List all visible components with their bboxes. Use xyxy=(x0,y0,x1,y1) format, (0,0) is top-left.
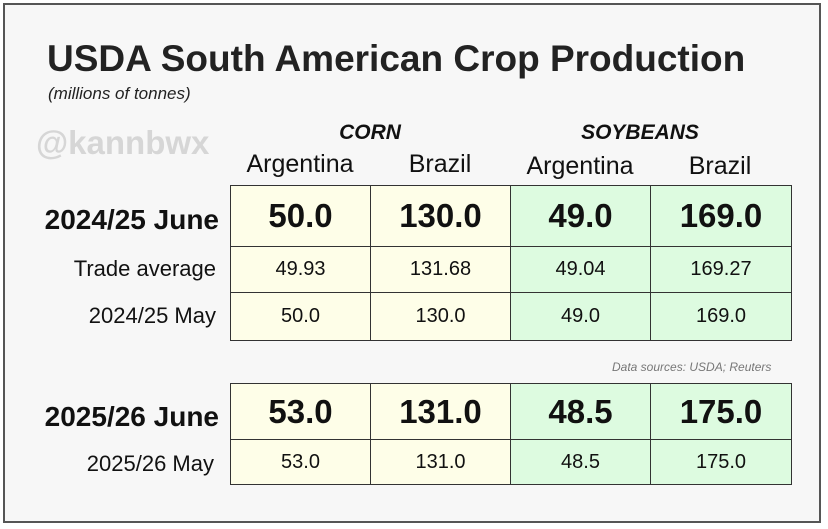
page-title: USDA South American Crop Production xyxy=(47,38,746,79)
table-cell: 53.0 xyxy=(230,383,371,440)
table-cell: 49.0 xyxy=(510,185,651,247)
column-header-soy-brazil: Brazil xyxy=(688,152,752,180)
table-cell: 131.68 xyxy=(370,246,511,293)
table-cell: 130.0 xyxy=(370,185,511,247)
units-subtitle: (millions of tonnes) xyxy=(48,84,191,103)
table-row: 53.0 131.0 48.5 175.0 xyxy=(230,439,792,485)
column-header-corn-argentina: Argentina xyxy=(246,150,354,178)
table-cell: 169.0 xyxy=(650,185,792,247)
table-cell: 131.0 xyxy=(370,439,511,485)
table-cell: 169.0 xyxy=(650,292,792,341)
table-cell: 50.0 xyxy=(230,292,371,341)
data-source-note: Data sources: USDA; Reuters xyxy=(612,360,772,374)
production-table-2024-25: 50.0 130.0 49.0 169.0 49.93 131.68 49.04… xyxy=(230,185,792,341)
group-header-corn: CORN xyxy=(339,121,401,144)
table-row: 50.0 130.0 49.0 169.0 xyxy=(230,185,792,247)
production-table-2025-26: 53.0 131.0 48.5 175.0 53.0 131.0 48.5 17… xyxy=(230,383,792,485)
column-header-soy-argentina: Argentina xyxy=(526,152,634,180)
row-label: 2025/26 May xyxy=(86,451,214,476)
table-cell: 48.5 xyxy=(510,383,651,440)
table-cell: 130.0 xyxy=(370,292,511,341)
table-row: 53.0 131.0 48.5 175.0 xyxy=(230,383,792,440)
table-row: 50.0 130.0 49.0 169.0 xyxy=(230,292,792,341)
table-cell: 53.0 xyxy=(230,439,371,485)
table-cell: 175.0 xyxy=(650,383,792,440)
table-row: 49.93 131.68 49.04 169.27 xyxy=(230,246,792,293)
table-cell: 48.5 xyxy=(510,439,651,485)
row-label: 2024/25 June xyxy=(44,204,219,235)
table-cell: 175.0 xyxy=(650,439,792,485)
table-cell: 131.0 xyxy=(370,383,511,440)
author-watermark: @kannbwx xyxy=(36,124,210,161)
table-cell: 49.04 xyxy=(510,246,651,293)
row-label: 2024/25 May xyxy=(88,303,216,328)
table-cell: 50.0 xyxy=(230,185,371,247)
row-label: Trade average xyxy=(73,256,216,281)
column-header-corn-brazil: Brazil xyxy=(408,150,472,178)
group-header-soybeans: SOYBEANS xyxy=(581,121,699,144)
table-cell: 49.0 xyxy=(510,292,651,341)
table-cell: 169.27 xyxy=(650,246,792,293)
row-label: 2025/26 June xyxy=(44,401,219,432)
table-cell: 49.93 xyxy=(230,246,371,293)
